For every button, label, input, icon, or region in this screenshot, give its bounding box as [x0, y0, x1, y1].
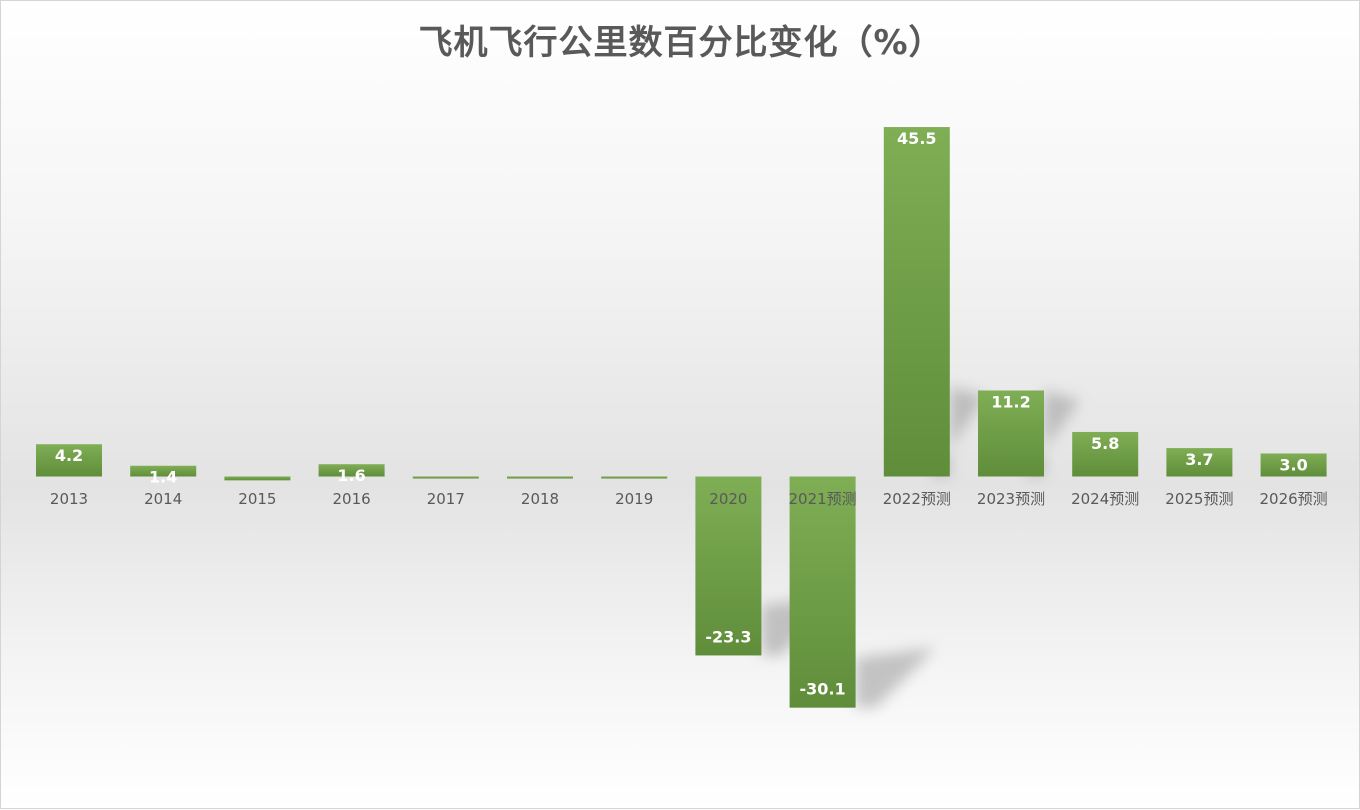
tick-label-2014: 2014 — [144, 490, 182, 508]
tick-label-2023预测: 2023预测 — [977, 490, 1045, 508]
bar-2022预测 — [883, 127, 950, 477]
bar-shadow-10 — [1024, 390, 1080, 477]
chart-title: 飞机飞行公里数百分比变化（%） — [418, 23, 944, 63]
data-label-2023预测: 11.2 — [991, 392, 1030, 411]
bar-2015 — [224, 476, 291, 481]
data-label-2016: 1.6 — [337, 466, 365, 485]
tick-label-2025预测: 2025预测 — [1165, 490, 1233, 508]
bar-2016 — [318, 464, 385, 477]
data-label-2024预测: 5.8 — [1091, 434, 1119, 453]
bar-shadow-9 — [929, 386, 986, 477]
tick-label-2021预测: 2021预测 — [789, 490, 857, 508]
tick-label-2015: 2015 — [238, 490, 276, 508]
tick-label-2017: 2017 — [427, 490, 465, 508]
data-label-2013: 4.2 — [55, 446, 83, 465]
tick-label-2019: 2019 — [615, 490, 653, 508]
bar-2023预测 — [978, 390, 1044, 477]
bar-2014 — [130, 465, 197, 477]
bar-2024预测 — [1072, 431, 1139, 477]
bar-2018 — [507, 476, 573, 479]
data-label-2021预测: -30.1 — [800, 680, 846, 699]
x-axis-tick-labels: 2013 2014 2015 2016 2017 2018 2019 2020 2021预测 20… — [50, 490, 1328, 508]
tick-label-2016: 2016 — [333, 490, 371, 508]
tick-label-2026预测: 2026预测 — [1260, 490, 1328, 508]
bar-2020 — [695, 476, 762, 656]
tick-label-2013: 2013 — [50, 490, 88, 508]
data-label-2014: 1.4 — [149, 468, 177, 487]
bar-2021预测 — [789, 476, 856, 708]
bar-2026预测 — [1260, 453, 1327, 477]
bar-shadow-8 — [855, 647, 936, 708]
tick-label-2022预测: 2022预测 — [883, 490, 951, 508]
bar-2019 — [601, 476, 668, 479]
data-label-2026预测: 3.0 — [1279, 455, 1307, 474]
bar-2025预测 — [1166, 448, 1233, 477]
bar-2017 — [412, 476, 479, 479]
data-labels: 4.2 1.4 1.6 -23.3 -30.1 45.5 11.2 5.8 3.7 3.0 — [55, 129, 1308, 699]
tick-label-2020: 2020 — [709, 490, 747, 508]
data-label-2022预测: 45.5 — [897, 129, 936, 148]
bar-2013 — [36, 444, 102, 477]
data-label-2020: -23.3 — [705, 627, 751, 646]
tick-label-2018: 2018 — [521, 490, 559, 508]
data-label-2025预测: 3.7 — [1185, 450, 1213, 469]
bars — [36, 127, 1327, 708]
tick-label-2024预测: 2024预测 — [1071, 490, 1139, 508]
